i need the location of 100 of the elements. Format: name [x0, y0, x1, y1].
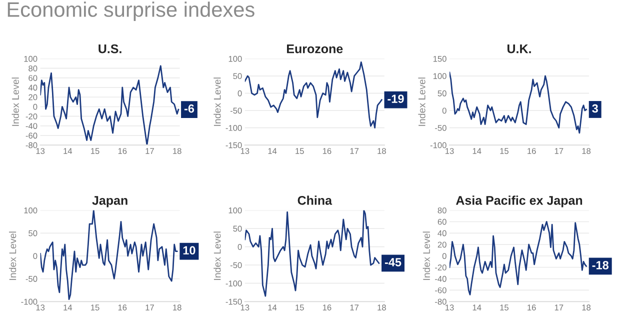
annotation: -45	[384, 258, 402, 266]
x-tick-label: 14	[64, 148, 72, 154]
x-tick-label: 18	[173, 148, 182, 154]
x-tick-label: 15	[296, 148, 304, 154]
y-tick-label: 50	[28, 230, 38, 236]
y-tick-label: 20	[28, 94, 38, 100]
y-tick-label: -100	[226, 280, 242, 286]
x-tick-label: 18	[582, 148, 591, 154]
y-tick-label: 40	[438, 230, 446, 236]
line-series	[450, 72, 587, 134]
y-tick-label: 0	[33, 253, 38, 260]
annotation: -19	[388, 94, 404, 103]
y-tick-label: -80	[26, 142, 38, 148]
y-tick-label: 150	[433, 56, 446, 62]
annotation: -6	[184, 104, 194, 113]
x-tick-label: 17	[350, 148, 359, 154]
x-tick-label: 16	[118, 304, 127, 310]
y-tick-label: -20	[26, 113, 38, 120]
y-tick-label: -40	[435, 276, 446, 282]
x-tick-label: 14	[64, 304, 72, 310]
y-tick-label: -150	[226, 142, 242, 148]
y-tick-label: -100	[21, 298, 38, 305]
x-tick-label: 13	[446, 148, 454, 154]
x-tick-label: 17	[146, 148, 154, 154]
y-tick-label: 50	[233, 226, 242, 232]
y-tick-label: 50	[438, 90, 446, 96]
chart-title: China	[298, 196, 332, 205]
line-series	[40, 65, 180, 146]
x-tick-label: 17	[350, 304, 359, 310]
y-tick-label: -50	[26, 276, 38, 282]
annotation: 10	[183, 246, 196, 255]
y-tick-label: -100	[430, 142, 446, 148]
y-tick-label: 100	[228, 207, 242, 214]
x-tick-label: 16	[528, 148, 536, 154]
x-tick-label: 13	[36, 148, 45, 154]
y-tick-label: 60	[28, 75, 38, 81]
x-tick-label: 14	[472, 148, 482, 154]
x-tick-label: 15	[500, 304, 508, 310]
y-tick-label: 100	[24, 207, 38, 214]
y-tick-label: 80	[438, 207, 446, 214]
x-tick-label: 16	[118, 148, 127, 154]
y-tick-label: 0	[238, 244, 242, 250]
y-tick-label: -20	[435, 264, 446, 270]
annotation: 3	[592, 104, 598, 113]
y-axis-title: Index Level	[214, 78, 221, 126]
y-tick-label: 100	[433, 73, 446, 80]
x-tick-label: 17	[554, 304, 564, 310]
line-series	[450, 220, 587, 296]
x-tick-label: 18	[378, 304, 386, 310]
x-tick-label: 16	[322, 304, 332, 310]
line-series	[40, 210, 178, 300]
x-tick-label: 16	[322, 148, 332, 154]
y-tick-label: -50	[435, 124, 446, 131]
x-tick-label: 14	[472, 304, 482, 310]
y-tick-label: -150	[226, 298, 242, 305]
x-tick-label: 18	[378, 148, 386, 154]
annotation: -18	[592, 260, 609, 270]
x-tick-label: 13	[240, 148, 250, 154]
x-tick-label: 14	[268, 304, 277, 310]
y-tick-label: 80	[28, 65, 38, 72]
x-tick-label: 14	[268, 148, 277, 154]
x-tick-label: 15	[296, 304, 304, 310]
x-tick-label: 18	[173, 304, 182, 310]
chart-title: U.K.	[508, 44, 531, 54]
y-tick-label: 0	[442, 108, 446, 114]
y-tick-label: -60	[26, 132, 38, 139]
x-tick-label: 17	[554, 148, 564, 154]
x-tick-label: 17	[146, 304, 154, 310]
chart-title: Eurozone	[287, 44, 343, 54]
x-tick-label: 16	[528, 304, 536, 310]
y-tick-label: -50	[230, 262, 242, 268]
y-tick-label: 60	[438, 218, 446, 225]
chart-title: Japan	[92, 196, 128, 208]
y-axis-title: Index Level	[422, 232, 430, 280]
x-tick-label: 15	[91, 304, 100, 310]
y-axis-title: Index Level	[9, 232, 16, 280]
x-tick-label: 13	[240, 304, 250, 310]
y-axis-title: Index Level	[214, 232, 221, 280]
y-axis-title: Index Level	[12, 78, 19, 126]
y-tick-label: -80	[435, 298, 446, 305]
x-tick-label: 18	[582, 304, 591, 310]
y-tick-label: 0	[442, 253, 446, 260]
y-tick-label: 0	[33, 104, 38, 110]
y-tick-label: -50	[230, 108, 242, 114]
x-tick-label: 15	[91, 148, 100, 154]
line-series	[244, 61, 382, 128]
y-tick-label: 100	[24, 56, 38, 62]
y-tick-label: 50	[233, 73, 242, 80]
x-tick-label: 13	[36, 304, 45, 310]
line-series	[244, 210, 380, 297]
chart-title: U.S.	[98, 44, 122, 54]
x-tick-label: 13	[446, 304, 454, 310]
y-tick-label: 0	[238, 90, 242, 96]
y-tick-label: 100	[228, 56, 242, 62]
y-tick-label: -60	[435, 287, 446, 294]
text: Economic surprise indexes	[8, 2, 254, 22]
y-tick-label: -100	[226, 124, 242, 131]
x-tick-label: 15	[500, 148, 508, 154]
y-axis-title: Index Level	[418, 78, 426, 126]
y-tick-label: 20	[438, 242, 446, 248]
